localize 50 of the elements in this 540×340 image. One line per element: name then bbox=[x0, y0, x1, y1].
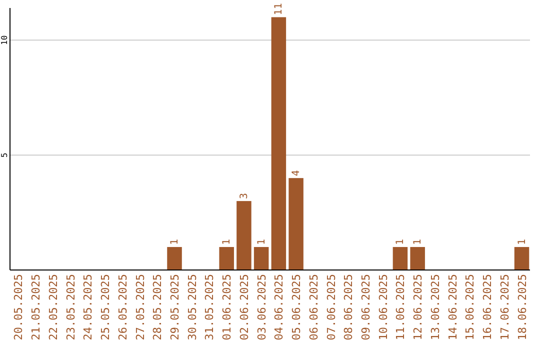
bar bbox=[271, 17, 286, 270]
x-tick-label: 26.05.2025 bbox=[116, 274, 130, 340]
x-tick-label: 24.05.2025 bbox=[82, 274, 95, 340]
bar bbox=[254, 247, 269, 270]
x-tick-label: 03.06.2025 bbox=[255, 274, 268, 340]
bar bbox=[410, 247, 425, 270]
x-tick-label: 23.05.2025 bbox=[64, 274, 78, 340]
y-tick-label: 10 bbox=[0, 35, 9, 45]
x-tick-label: 18.06.2025 bbox=[516, 274, 529, 340]
bar bbox=[514, 247, 530, 270]
x-tick-label: 30.05.2025 bbox=[186, 274, 199, 340]
bar bbox=[392, 247, 408, 270]
data-label: 1 bbox=[516, 238, 528, 246]
y-tick-label: 5 bbox=[0, 152, 9, 158]
x-tick-label: 21.05.2025 bbox=[30, 274, 43, 340]
x-tick-label: 29.05.2025 bbox=[168, 274, 182, 340]
x-tick-label: 14.06.2025 bbox=[446, 274, 460, 340]
x-tick-label: 28.05.2025 bbox=[151, 274, 164, 340]
x-tick-label: 09.06.2025 bbox=[359, 274, 372, 340]
data-label: 1 bbox=[256, 238, 268, 246]
data-label: 11 bbox=[274, 3, 285, 16]
x-tick-label: 06.06.2025 bbox=[307, 274, 320, 340]
bar bbox=[219, 247, 234, 270]
data-label: 1 bbox=[222, 238, 233, 246]
x-tick-label: 10.06.2025 bbox=[376, 274, 390, 340]
data-label: 1 bbox=[395, 238, 406, 246]
bar bbox=[236, 201, 252, 270]
x-tick-label: 15.06.2025 bbox=[464, 274, 477, 340]
data-label: 1 bbox=[170, 238, 181, 246]
x-tick-label: 20.05.2025 bbox=[12, 274, 26, 340]
data-label: 1 bbox=[412, 238, 424, 246]
x-tick-label: 08.06.2025 bbox=[342, 274, 356, 340]
x-tick-label: 11.06.2025 bbox=[394, 274, 408, 340]
data-label: 3 bbox=[238, 193, 250, 200]
x-tick-label: 04.06.2025 bbox=[272, 274, 286, 340]
x-tick-label: 31.05.2025 bbox=[203, 274, 216, 340]
x-tick-label: 27.05.2025 bbox=[134, 274, 147, 340]
data-label: 4 bbox=[291, 170, 302, 176]
x-tick-label: 05.06.2025 bbox=[290, 274, 304, 340]
x-tick-label: 07.06.2025 bbox=[324, 274, 338, 340]
bar bbox=[288, 178, 304, 270]
x-tick-label: 22.05.2025 bbox=[46, 274, 60, 340]
bar bbox=[167, 247, 182, 270]
x-tick-label: 17.06.2025 bbox=[498, 274, 512, 340]
x-tick-label: 12.06.2025 bbox=[412, 274, 425, 340]
x-tick-label: 25.05.2025 bbox=[99, 274, 112, 340]
x-tick-label: 13.06.2025 bbox=[428, 274, 442, 340]
x-tick-label: 02.06.2025 bbox=[238, 274, 251, 340]
x-tick-label: 16.06.2025 bbox=[481, 274, 494, 340]
x-tick-label: 01.06.2025 bbox=[220, 274, 234, 340]
